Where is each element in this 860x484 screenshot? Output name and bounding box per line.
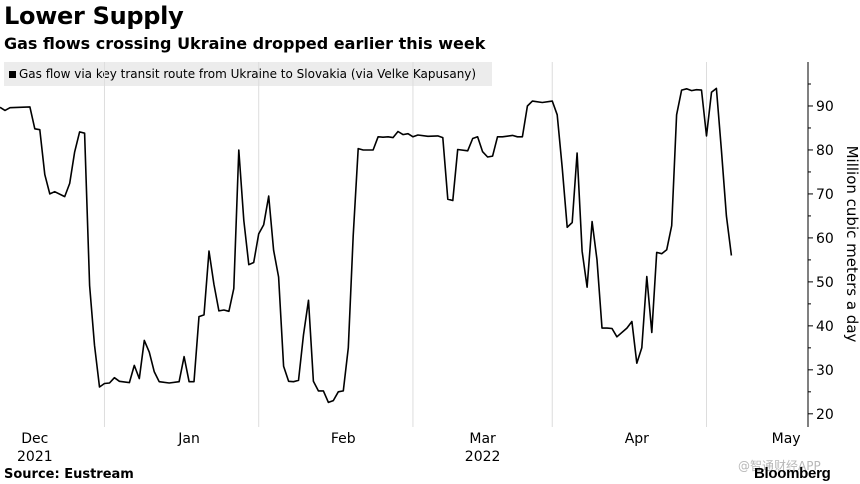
y-axis-label: Million cubic meters a day [843,145,860,343]
y-tick-label: 50 [816,275,834,291]
chart-title: Lower Supply [4,2,184,30]
legend-swatch [9,70,16,78]
axis-layer: 20 30 40 50 60 70 80 90 Dec 2021 Jan Feb Mar 2022 Apr M… [17,62,834,465]
x-tick-label: May [772,431,801,447]
grid-layer [103,62,707,427]
y-tick-label: 80 [816,143,834,159]
x-tick-label: Apr [625,431,649,447]
x-tick-label: Mar [469,431,496,447]
x-tick-sublabel: 2021 [17,449,53,465]
y-tick-label: 20 [816,407,834,423]
series-layer [0,87,733,404]
y-tick-label: 90 [816,99,834,115]
bloomberg-logo: Bloomberg [754,465,831,482]
y-tick-label: 30 [816,363,834,379]
y-tick-label: 60 [816,231,834,247]
x-tick-sublabel: 2022 [465,449,501,465]
series-line [0,87,733,404]
legend-label: Gas flow via key transit route from Ukra… [19,67,477,81]
y-tick-label: 40 [816,319,834,335]
watermark: @智通财经APP [738,459,821,473]
x-tick-label: Jan [177,431,200,447]
source-note: Source: Eustream [4,467,134,482]
legend: Gas flow via key transit route from Ukra… [4,62,492,86]
x-tick-label: Dec [21,431,48,447]
y-tick-label: 70 [816,187,834,203]
chart-subtitle: Gas flows crossing Ukraine dropped earli… [4,34,486,53]
x-tick-label: Feb [331,431,356,447]
